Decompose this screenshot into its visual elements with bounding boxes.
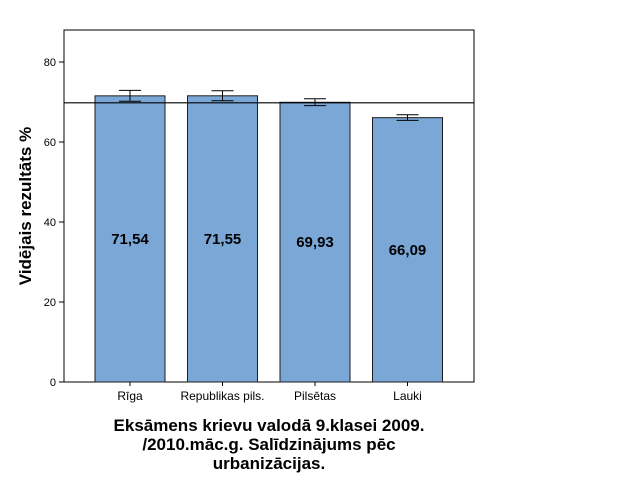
data-label: 71,54: [111, 231, 149, 248]
y-axis-title: Vidējais rezultāts %: [16, 127, 35, 285]
y-tick-label: 60: [44, 137, 56, 149]
bar: [372, 117, 443, 383]
data-labels-layer: 71,54 71,55 69,93 66,09: [111, 231, 426, 259]
x-tick-label: Pilsētas: [294, 389, 336, 403]
x-ticks-layer: Rīga Republikas pils. Pilsētas Lauki: [117, 382, 422, 403]
chart-title-line: /2010.māc.g. Salīdzinājums pēc: [142, 435, 395, 454]
x-tick-label: Rīga: [117, 389, 143, 403]
chart-title-line: Eksāmens krievu valodā 9.klasei 2009.: [114, 416, 425, 435]
chart-title-line: urbanizācijas.: [213, 454, 325, 473]
chart-title: Eksāmens krievu valodā 9.klasei 2009./20…: [114, 416, 425, 473]
bar: [94, 95, 166, 383]
data-label: 69,93: [296, 234, 334, 251]
data-label: 66,09: [389, 242, 427, 259]
data-label: 71,55: [204, 231, 242, 248]
y-ticks-layer: 0 20 40 60 80: [44, 57, 64, 389]
y-tick-label: 20: [44, 297, 56, 309]
y-tick-label: 0: [50, 377, 56, 389]
x-tick-label: Republikas pils.: [180, 389, 264, 403]
error-bars-layer: [119, 89, 419, 121]
y-tick-label: 40: [44, 217, 56, 229]
x-tick-label: Lauki: [393, 389, 422, 403]
bar: [279, 101, 351, 383]
y-tick-label: 80: [44, 57, 56, 69]
